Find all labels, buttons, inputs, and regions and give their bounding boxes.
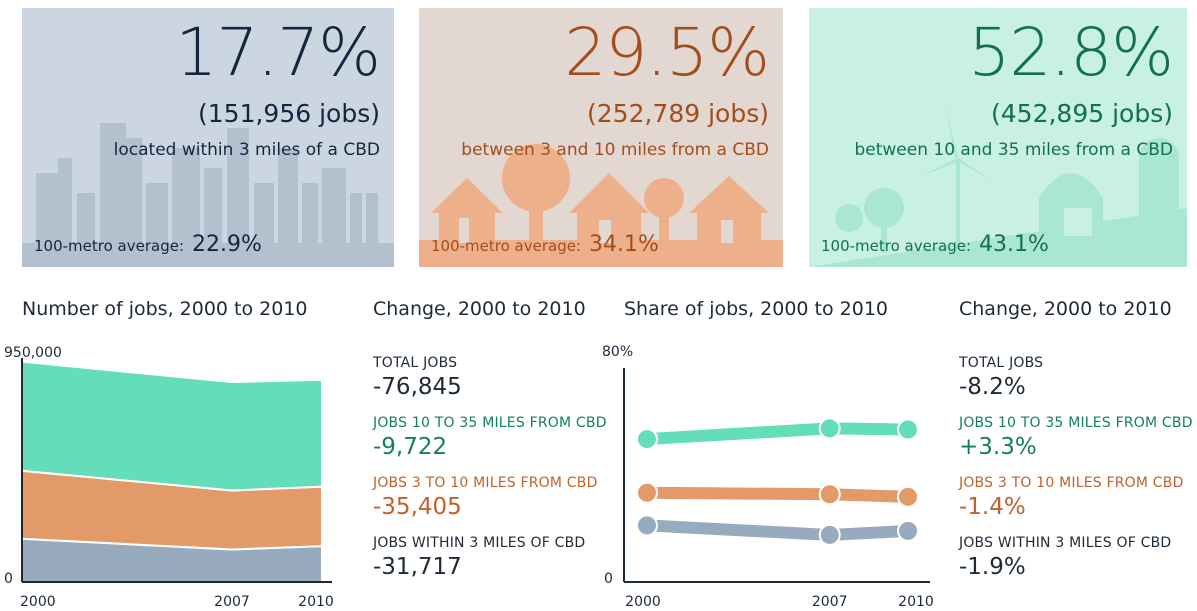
metro-average: 100-metro average: 22.9% [34,232,262,257]
stat-card-3-to-10-miles: 29.5% (252,789 jobs) between 3 and 10 mi… [419,8,783,267]
data-point-mid [636,481,658,504]
distance-description: between 3 and 10 miles from a CBD [461,140,769,160]
y-tick-label: 950,000 [4,345,62,361]
share-percent: 52.8% [968,14,1174,91]
metro-average: 100-metro average: 34.1% [431,232,659,257]
share-change-list: TOTAL JOBS -8.2% JOBS 10 TO 35 MILES FRO… [959,356,1193,596]
change-label: TOTAL JOBS [959,355,1044,371]
x-tick-label: 2007 [812,594,848,610]
change-label: TOTAL JOBS [373,355,458,371]
suburb-houses-illustration [419,144,783,267]
series-line-near [641,519,914,541]
job-count: (452,895 jobs) [991,99,1173,128]
rural-farm-illustration [809,100,1187,267]
list-item: TOTAL JOBS -8.2% [959,356,1193,416]
change-label: JOBS WITHIN 3 MILES OF CBD [959,535,1172,551]
data-point-near [897,519,919,542]
series-line-mid [641,486,914,503]
area-far [21,360,323,492]
metro-average-label: 100-metro average: [431,237,582,255]
share-chart-title: Share of jobs, 2000 to 2010 [624,298,889,320]
change-value: -31,717 [373,554,462,580]
metro-average-label: 100-metro average: [34,237,185,255]
x-tick-label: 2010 [898,594,934,610]
metro-average: 100-metro average: 43.1% [821,232,1049,257]
change-value: -76,845 [373,374,462,400]
count-change-title: Change, 2000 to 2010 [373,298,586,320]
metro-average-value: 22.9% [192,232,262,257]
share-change-title: Change, 2000 to 2010 [959,298,1172,320]
change-value: -35,405 [373,494,462,520]
change-label: JOBS 3 TO 10 MILES FROM CBD [959,475,1184,491]
metro-average-value: 34.1% [589,232,659,257]
data-point-near [818,523,841,546]
change-label: JOBS WITHIN 3 MILES OF CBD [373,535,586,551]
city-skyline-illustration [22,123,394,267]
job-count: (252,789 jobs) [587,99,769,128]
stat-card-within-3-miles: 17.7% (151,956 jobs) located within 3 mi… [22,8,394,267]
y-tick-label: 0 [4,571,13,587]
change-value: +3.3% [959,434,1037,460]
series-line-far [641,422,914,446]
list-item: JOBS 10 TO 35 MILES FROM CBD -9,722 [373,416,607,476]
job-count: (151,956 jobs) [198,99,380,128]
distance-description: located within 3 miles of a CBD [113,140,380,160]
share-percent: 17.7% [175,14,381,91]
data-point-mid [897,485,919,508]
list-item: JOBS WITHIN 3 MILES OF CBD -1.9% [959,536,1193,596]
y-tick-label: 0 [604,571,613,587]
y-tick-label: 80% [602,344,633,360]
list-item: JOBS 3 TO 10 MILES FROM CBD -35,405 [373,476,607,536]
change-value: -1.9% [959,554,1026,580]
list-item: JOBS 10 TO 35 MILES FROM CBD +3.3% [959,416,1193,476]
data-point-mid [818,483,841,506]
change-label: JOBS 10 TO 35 MILES FROM CBD [373,415,607,431]
list-item: TOTAL JOBS -76,845 [373,356,607,416]
change-value: -9,722 [373,434,448,460]
change-label: JOBS 3 TO 10 MILES FROM CBD [373,475,598,491]
list-item: JOBS 3 TO 10 MILES FROM CBD -1.4% [959,476,1193,536]
change-label: JOBS 10 TO 35 MILES FROM CBD [959,415,1193,431]
x-tick-label: 2010 [298,594,334,610]
metro-average-label: 100-metro average: [821,237,972,255]
data-point-far [897,418,919,441]
change-value: -1.4% [959,494,1026,520]
change-value: -8.2% [959,374,1026,400]
distance-description: between 10 and 35 miles from a CBD [854,140,1173,160]
x-tick-label: 2007 [214,594,250,610]
data-point-far [636,428,658,451]
data-point-near [636,514,658,537]
share-percent: 29.5% [564,14,770,91]
jobs-chart-title: Number of jobs, 2000 to 2010 [22,298,308,320]
count-change-list: TOTAL JOBS -76,845 JOBS 10 TO 35 MILES F… [373,356,607,596]
data-point-far [818,417,841,440]
metro-average-value: 43.1% [979,232,1049,257]
x-tick-label: 2000 [625,594,661,610]
list-item: JOBS WITHIN 3 MILES OF CBD -31,717 [373,536,607,596]
stat-card-10-to-35-miles: 52.8% (452,895 jobs) between 10 and 35 m… [809,8,1187,267]
x-tick-label: 2000 [20,594,56,610]
